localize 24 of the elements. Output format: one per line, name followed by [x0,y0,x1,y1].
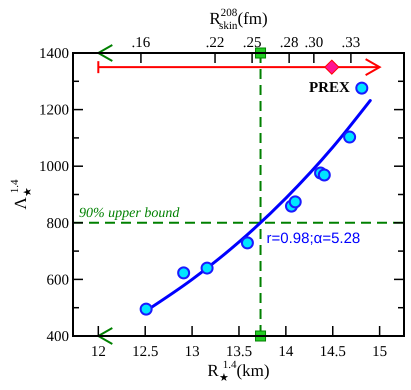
x-tick-label: 15 [372,344,388,360]
x-tick-label: 13 [184,344,200,360]
y-tick-label: 1000 [39,159,69,176]
y-tick-label: 1400 [39,46,69,62]
x-tick-label: 13.5 [226,344,252,360]
x2-axis-title: R$^{208}$$_{skin}$(fm) [209,7,268,32]
x2-tick-label: .33 [342,35,360,51]
x2-tick-label: .28 [280,35,299,51]
x-tick-label: 14 [278,344,294,360]
annotation: r=0.98;α=5.28 [266,230,360,247]
x2-tick-label: .22 [206,35,224,51]
ref-line-label: 90% upper bound [79,206,180,221]
y-tick-label: 600 [46,272,69,288]
x2-tick-label: .30 [304,35,324,51]
y-tick-label: 1200 [39,102,69,119]
x2-tick-label: .25 [242,35,262,51]
x2-tick-label: .16 [132,35,151,51]
x-tick-label: 12.5 [132,344,158,360]
x-axis-title: R$_{★}$$^{1.4}$(km) [207,359,270,384]
y-tick-label: 400 [46,329,69,345]
y-tick-label: 800 [46,216,69,232]
x-tick-label: 14.5 [320,344,346,360]
series-label: PREX [308,80,350,96]
x-tick-label: 12 [90,344,106,360]
